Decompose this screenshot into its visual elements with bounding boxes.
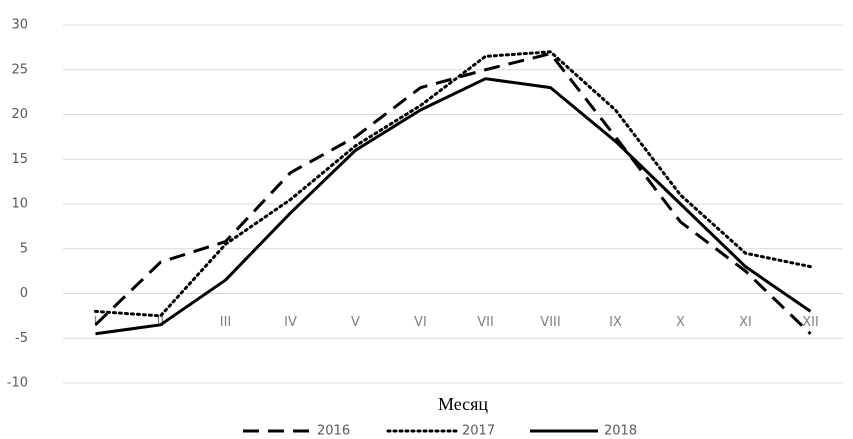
line-series [94, 50, 812, 318]
x-tick-label: XII [802, 315, 819, 330]
x-tick-label: IV [284, 315, 297, 330]
y-tick-label: 0 [20, 286, 28, 301]
x-tick-label: VII [477, 315, 494, 330]
x-tick-label: IX [609, 315, 622, 330]
legend-label: 2016 [317, 424, 350, 439]
line-series [95, 77, 812, 336]
x-tick-label: III [220, 315, 232, 330]
y-tick-label: 25 [11, 62, 28, 77]
x-tick-label: II [157, 315, 165, 330]
y-tick-label: 15 [11, 152, 28, 167]
x-tick-label: X [676, 315, 685, 330]
legend-label: 2018 [604, 424, 637, 439]
x-tick-label: V [351, 315, 360, 330]
x-tick-label: VIII [540, 315, 560, 330]
y-tick-label: 20 [11, 107, 28, 122]
x-tick-label: XI [739, 315, 752, 330]
y-tick-label: 10 [11, 197, 28, 212]
legend-label: 2017 [462, 424, 495, 439]
y-tick-label: -5 [15, 331, 28, 346]
y-tick-label: -10 [7, 376, 28, 391]
x-axis-label: Месяц [438, 394, 488, 414]
y-tick-label: 5 [20, 241, 28, 256]
y-tick-label: 30 [11, 18, 28, 33]
x-tick-label: I [94, 315, 98, 330]
x-tick-label: VI [414, 315, 427, 330]
